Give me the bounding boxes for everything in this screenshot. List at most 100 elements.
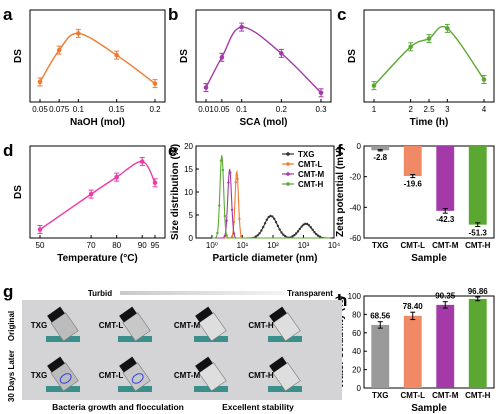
series-marker: [269, 214, 272, 218]
x-tick-label: TXG: [372, 391, 388, 400]
series-marker: [311, 228, 314, 231]
bar-txg: [371, 324, 390, 388]
flocculation-circle: [131, 373, 144, 384]
series-marker: [267, 215, 270, 219]
vial: [195, 306, 227, 342]
plot-frame: [363, 295, 495, 389]
series-marker: [263, 222, 267, 225]
legend-label: CMT-L: [298, 160, 323, 169]
chart-d: d 50 70 80 90 95 Temperature (°C) DS: [3, 141, 166, 264]
series-marker: [221, 168, 225, 172]
x-tick-label: 10³: [298, 241, 310, 250]
series-marker: [223, 234, 226, 238]
sample-label: CMT-M: [174, 321, 201, 330]
y-tick-label: 5: [189, 211, 194, 220]
series-marker: [236, 177, 239, 181]
series-marker: [302, 223, 305, 226]
x-tick-label: 0.2: [149, 105, 161, 114]
y-tick-label: -40: [349, 203, 361, 212]
x-axis-label: Sample: [411, 253, 447, 264]
panel-letter-h: h: [337, 291, 347, 310]
plot-frame: [29, 145, 166, 239]
series-marker: [262, 225, 265, 229]
series-marker: [225, 234, 228, 237]
series-line: [39, 160, 156, 231]
series-marker: [315, 232, 318, 236]
y-axis-label: DS: [347, 49, 358, 63]
x-axis-label: SCA (mol): [240, 117, 288, 128]
x-tick-label: 10¹: [237, 241, 249, 250]
x-tick-label: 10⁴: [328, 241, 341, 250]
caption-bacteria: Bacteria growth and flocculation: [52, 402, 184, 412]
y-tick-label: -20: [349, 173, 361, 182]
data-point: [76, 31, 81, 36]
x-tick-label: 95: [151, 241, 160, 250]
bar-txg: [371, 146, 390, 151]
series-marker: [219, 159, 223, 162]
x-tick-label: 80: [112, 241, 121, 250]
legend-marker: [286, 162, 290, 166]
y-tick-label: 0: [357, 142, 362, 151]
y-tick-label: 60: [352, 329, 361, 338]
chart-e: e 10⁰ 10¹ 10² 10³ 10⁴ 0 5 10 15 20 Particle diamete…: [168, 141, 341, 264]
panel-letter-a: a: [3, 5, 13, 24]
series-marker: [278, 228, 281, 231]
data-point: [481, 77, 487, 82]
vial-cap: [195, 306, 213, 323]
series-marker: [260, 229, 263, 232]
series-marker: [230, 235, 234, 238]
x-axis-label: Time (h): [410, 117, 449, 128]
series-marker: [307, 224, 311, 227]
y-tick-label: 0: [189, 234, 194, 243]
x-axis-label: Sample: [411, 403, 447, 414]
x-tick-label: 0.1: [236, 105, 248, 114]
x-tick-label: CMT-H: [465, 241, 491, 250]
plot-frame: [363, 145, 495, 239]
panel-letter-b: b: [168, 5, 178, 24]
series-marker: [298, 227, 302, 231]
series-line: [39, 32, 156, 85]
x-tick-label: 0.2: [276, 105, 288, 114]
chart-a: a 0.05 0.075 0.1 0.15 0.2 NaOH (mol) DS: [3, 5, 166, 128]
sample-label: TXG: [31, 371, 47, 380]
series-line: [205, 26, 322, 94]
vial-cap: [47, 306, 65, 323]
vial: [47, 356, 79, 392]
bar-cmt-l: [403, 315, 422, 388]
data-point: [203, 85, 209, 90]
data-label: 96.86: [468, 287, 489, 296]
panel-letter-c: c: [337, 5, 346, 24]
data-point: [318, 90, 324, 96]
legend-label: CMT-H: [298, 180, 324, 189]
x-tick-label: 1: [372, 105, 377, 114]
series-marker: [313, 230, 316, 234]
data-point: [279, 51, 284, 56]
x-axis-label: Particle diameter (nm): [212, 253, 317, 264]
turbidity-gradient-bar: [120, 291, 285, 295]
y-tick-label: -60: [349, 234, 361, 243]
series-marker: [240, 234, 243, 238]
x-tick-label: 50: [36, 241, 45, 250]
y-tick-label: 20: [184, 142, 193, 151]
bar-cmt-h: [468, 146, 487, 225]
y-axis-label: DS: [13, 185, 24, 199]
panel-letter-f: f: [337, 141, 343, 160]
series-marker: [271, 215, 274, 218]
vial: [269, 356, 301, 392]
series-marker: [256, 234, 259, 237]
vial-cap: [119, 306, 137, 323]
x-tick-label: CMT-L: [401, 241, 426, 250]
x-axis-label: Temperature (°C): [57, 253, 138, 264]
sample-label: CMT-H: [248, 371, 274, 380]
data-point: [37, 227, 43, 232]
series-marker: [276, 224, 280, 228]
series-marker: [230, 208, 234, 211]
chart-h: h 0 20 40 60 80 100 68.56 TXG 78.40 CMT-L 90.35 CMT-…: [335, 287, 495, 414]
gradient-label-transparent: Transparent: [287, 289, 333, 298]
series-marker: [316, 234, 320, 237]
series-marker: [229, 171, 232, 175]
bar-cmt-m: [436, 304, 455, 388]
x-tick-label: CMT-L: [401, 391, 426, 400]
sample-label: CMT-M: [174, 371, 201, 380]
data-point: [219, 55, 225, 60]
